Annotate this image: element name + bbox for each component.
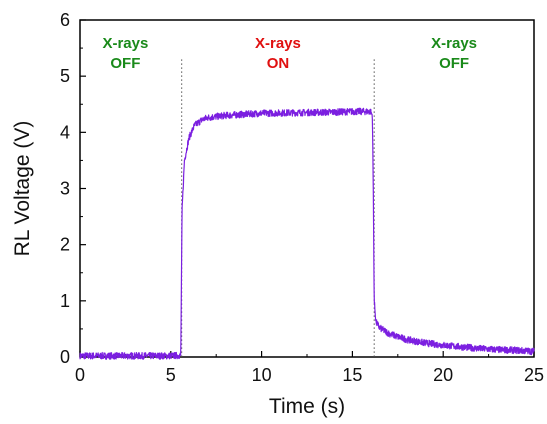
x-tick-label: 0: [75, 365, 85, 385]
y-tick-label: 6: [60, 10, 70, 30]
y-tick-label: 0: [60, 347, 70, 367]
annotation-label: X-rays: [102, 35, 148, 52]
y-tick-label: 2: [60, 235, 70, 255]
annotations-group: X-rays OFF X-rays ON X-rays OFF: [102, 35, 477, 72]
series-group: [79, 107, 535, 360]
annotation-label: X-rays: [255, 35, 301, 52]
annotation-state: OFF: [439, 55, 469, 72]
annotation-state: OFF: [110, 55, 140, 72]
x-tick-label: 10: [252, 365, 272, 385]
y-axis-title: RL Voltage (V): [11, 121, 34, 257]
x-axis-title: Time (s): [269, 395, 345, 418]
voltage-series-line: [79, 107, 535, 360]
x-tick-label: 15: [342, 365, 362, 385]
annotation-label: X-rays: [431, 35, 477, 52]
axis-ticks: 0 5 10 15 20 25 0 1 2 3 4 5 6: [60, 10, 544, 385]
y-tick-label: 5: [60, 66, 70, 86]
y-tick-label: 4: [60, 122, 70, 142]
y-tick-label: 3: [60, 179, 70, 199]
y-tick-label: 1: [60, 291, 70, 311]
x-tick-label: 5: [166, 365, 176, 385]
x-tick-label: 25: [524, 365, 544, 385]
x-tick-label: 20: [433, 365, 453, 385]
transition-markers: [181, 59, 375, 357]
annotation-state: ON: [267, 55, 290, 72]
